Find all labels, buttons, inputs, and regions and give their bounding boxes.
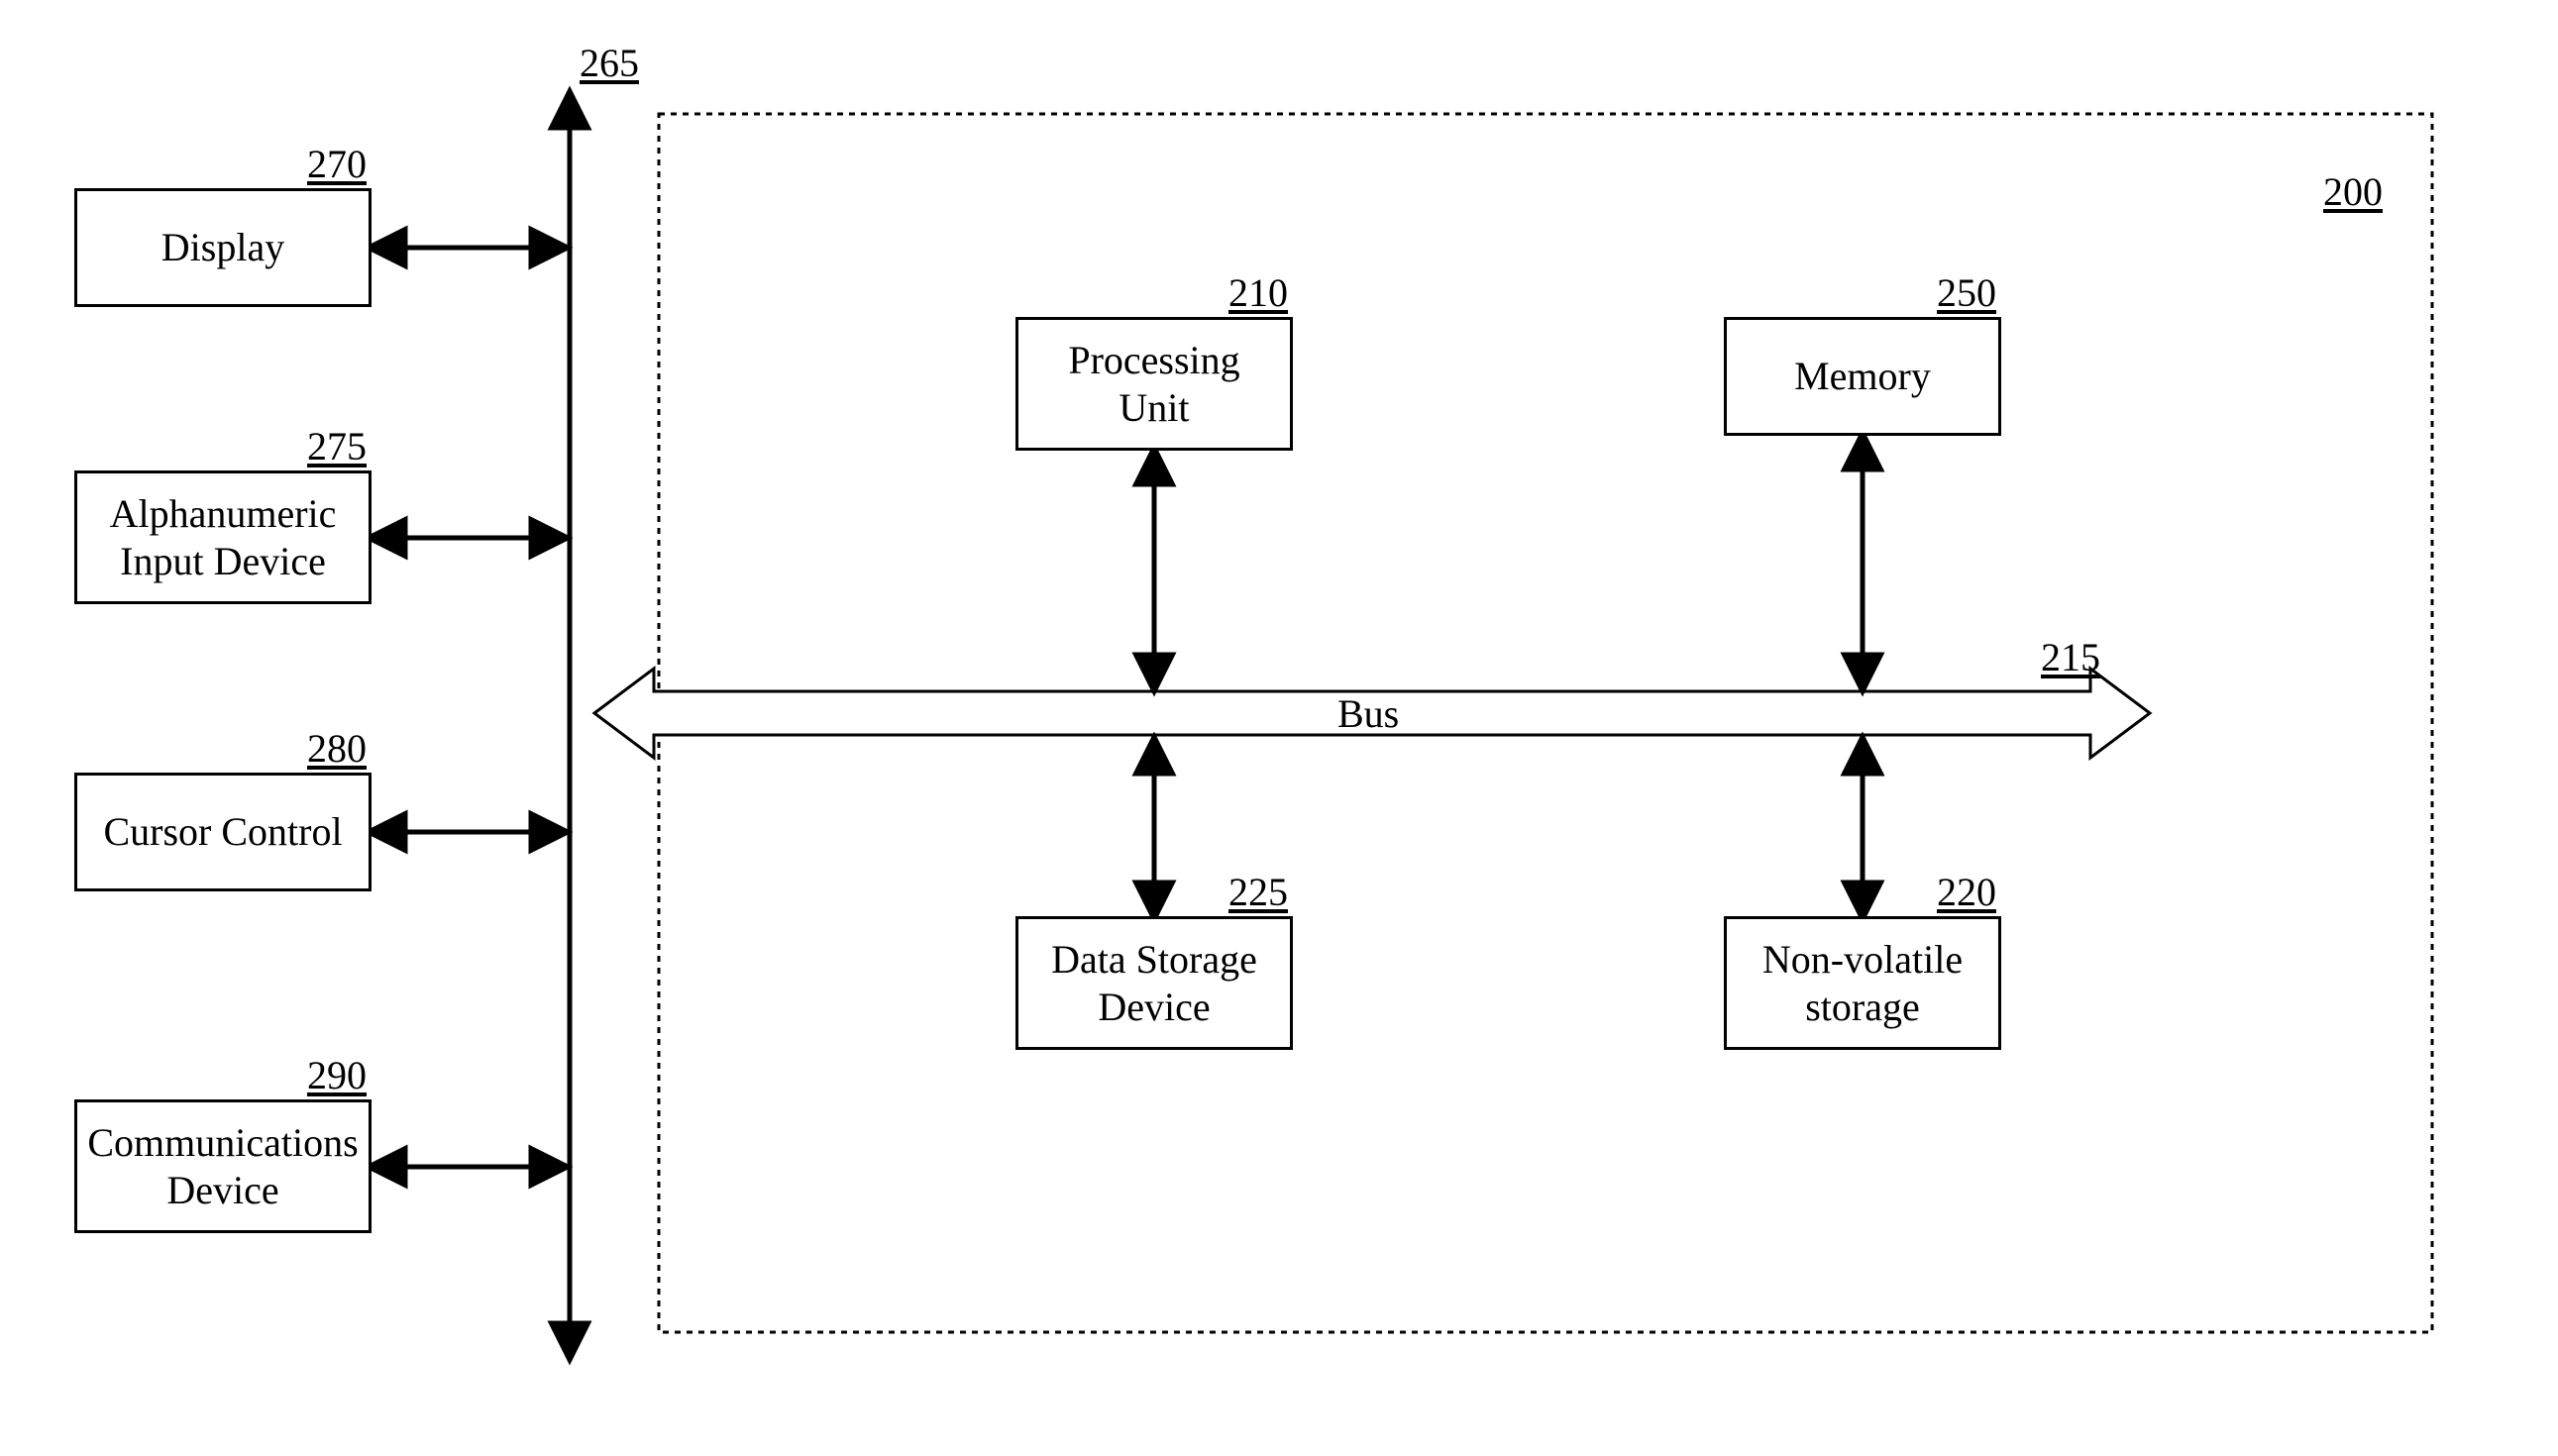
system-enclosure: [659, 114, 2432, 1332]
processing-box: Processing Unit: [1015, 317, 1293, 451]
comm-device-label: Communications Device: [87, 1119, 358, 1214]
data-storage-box: Data Storage Device: [1015, 916, 1293, 1050]
cursor-control-ref: 280: [307, 725, 367, 772]
horizontal-bus-ref: 215: [2041, 634, 2100, 680]
alpha-input-label: Alphanumeric Input Device: [110, 490, 337, 585]
memory-label: Memory: [1794, 353, 1931, 400]
processing-ref: 210: [1228, 269, 1288, 316]
processing-label: Processing Unit: [1068, 337, 1239, 432]
display-box: Display: [74, 188, 372, 307]
display-ref: 270: [307, 141, 367, 187]
alpha-input-box: Alphanumeric Input Device: [74, 470, 372, 604]
display-label: Display: [161, 224, 284, 271]
memory-ref: 250: [1937, 269, 1996, 316]
comm-device-ref: 290: [307, 1052, 367, 1098]
cursor-control-label: Cursor Control: [103, 808, 342, 856]
data-storage-label: Data Storage Device: [1051, 936, 1257, 1031]
alpha-input-ref: 275: [307, 423, 367, 469]
cursor-control-box: Cursor Control: [74, 773, 372, 891]
data-storage-ref: 225: [1228, 869, 1288, 915]
memory-box: Memory: [1724, 317, 2001, 436]
comm-device-box: Communications Device: [74, 1099, 372, 1233]
computer-system-block-diagram: Display 270 Alphanumeric Input Device 27…: [0, 0, 2558, 1456]
nv-storage-ref: 220: [1937, 869, 1996, 915]
vertical-bus-ref: 265: [580, 40, 639, 86]
nv-storage-label: Non-volatile storage: [1762, 936, 1963, 1031]
nv-storage-box: Non-volatile storage: [1724, 916, 2001, 1050]
enclosure-ref: 200: [2323, 168, 2383, 215]
diagram-svg: [0, 0, 2558, 1456]
horizontal-bus-label: Bus: [1337, 690, 1399, 737]
